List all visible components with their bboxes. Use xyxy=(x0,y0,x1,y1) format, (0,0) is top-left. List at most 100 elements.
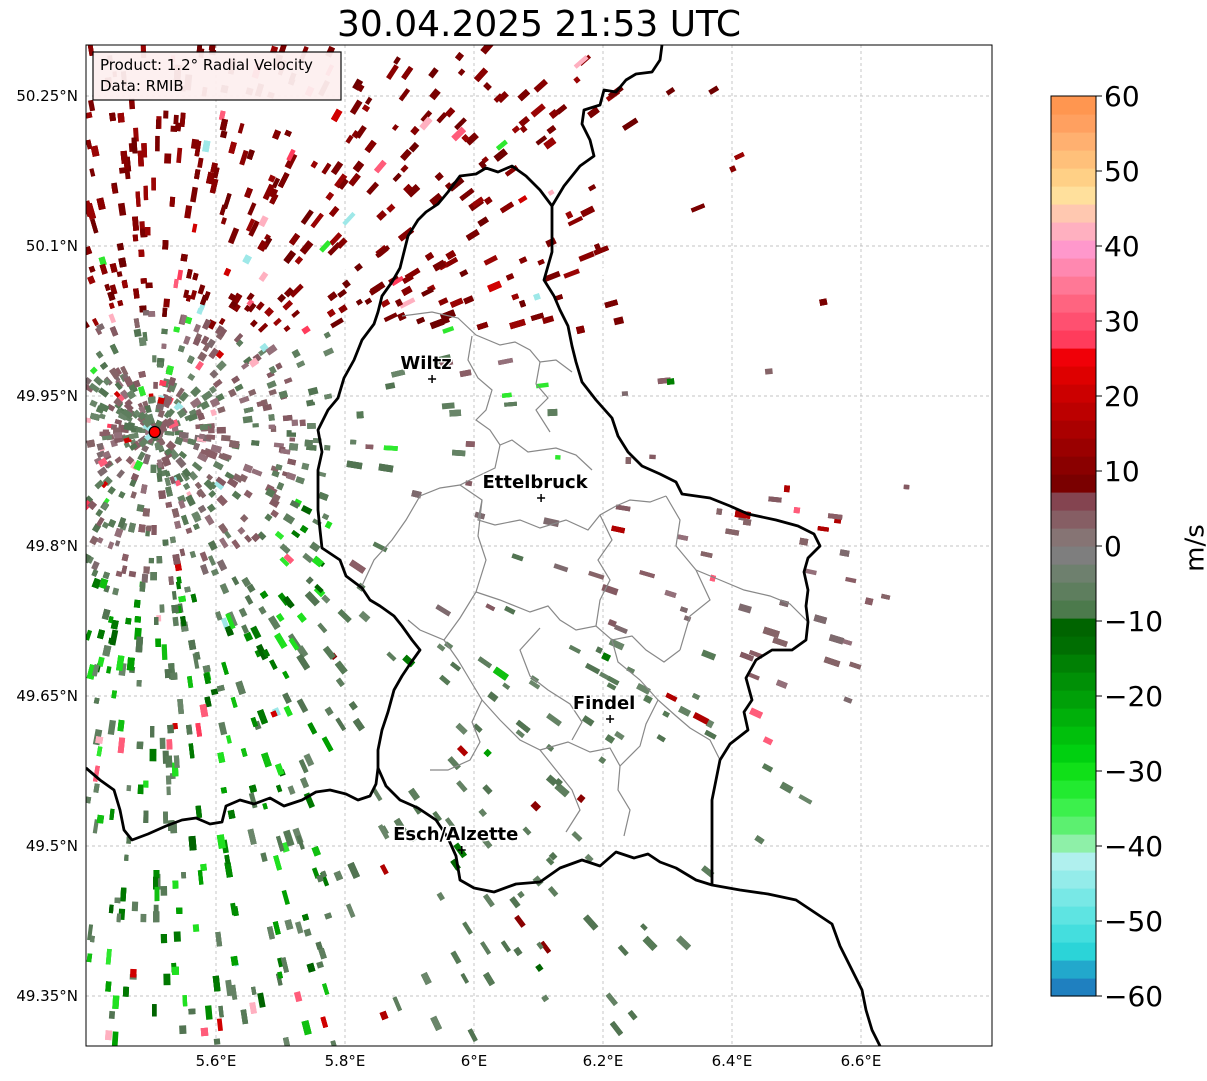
echo-cell xyxy=(548,851,558,861)
echo-cell xyxy=(136,504,145,513)
echo-cell xyxy=(189,397,202,409)
echo-cell xyxy=(483,254,498,266)
echo-cell xyxy=(289,499,300,509)
echo-cell xyxy=(128,98,136,110)
colorbar-segment xyxy=(1051,438,1096,457)
echo-cell xyxy=(535,135,548,146)
echo-cell xyxy=(133,328,142,338)
colorbar-segment xyxy=(1051,834,1096,853)
echo-cell xyxy=(283,287,295,298)
echo-cell xyxy=(173,472,184,484)
echo-cell xyxy=(571,831,583,842)
echo-cell xyxy=(334,259,351,275)
echo-cell xyxy=(117,202,127,216)
colorbar-segment xyxy=(1051,906,1096,925)
colorbar-tick-label: 40 xyxy=(1104,230,1140,263)
echo-cell xyxy=(483,82,492,91)
echo-cell xyxy=(241,624,250,634)
echo-cell xyxy=(157,409,165,418)
echo-cell xyxy=(106,666,112,674)
echo-cell xyxy=(268,388,277,396)
echo-cell xyxy=(176,269,184,281)
echo-cell xyxy=(385,382,396,390)
echo-cell xyxy=(208,489,217,498)
colorbar-segment xyxy=(1051,600,1096,619)
echo-cell xyxy=(218,721,228,736)
colorbar-tick-label: −60 xyxy=(1104,980,1163,1013)
echo-cell xyxy=(399,297,416,309)
echo-cell xyxy=(584,662,601,675)
colorbar-segment xyxy=(1051,456,1096,475)
echo-cell xyxy=(197,284,206,295)
echo-cell xyxy=(165,408,176,418)
echo-cell xyxy=(246,583,256,593)
echo-cell xyxy=(219,583,230,595)
colorbar-segment xyxy=(1051,726,1096,745)
echo-cell xyxy=(152,355,157,363)
echo-cell xyxy=(530,800,542,812)
colorbar-tick-label: 30 xyxy=(1104,305,1140,338)
echo-cell xyxy=(116,242,125,251)
echo-cell xyxy=(502,682,511,690)
echo-cell xyxy=(429,88,441,101)
echo-cell xyxy=(191,897,198,913)
echo-cell xyxy=(544,270,561,282)
colorbar-segment xyxy=(1051,330,1096,349)
echo-cell xyxy=(149,748,157,762)
colorbar-segment xyxy=(1051,564,1096,583)
colorbar-segment xyxy=(1051,132,1096,151)
echo-cell xyxy=(89,168,96,177)
echo-cell xyxy=(438,297,449,306)
echo-cell xyxy=(213,1038,221,1045)
echo-cell xyxy=(190,289,198,300)
echo-cell xyxy=(576,794,586,804)
echo-cell xyxy=(86,629,93,641)
echo-cell xyxy=(220,434,231,442)
echo-cell xyxy=(581,715,595,727)
colorbar-segment xyxy=(1051,474,1096,493)
echo-cell xyxy=(164,153,172,164)
echo-cell xyxy=(358,610,371,623)
echo-cell xyxy=(114,540,121,547)
echo-cell xyxy=(165,775,172,785)
echo-cell xyxy=(210,568,220,577)
echo-cell xyxy=(553,563,569,573)
echo-cell xyxy=(434,354,452,365)
echo-cell xyxy=(379,863,389,875)
echo-cell xyxy=(239,514,249,523)
echo-cell xyxy=(190,186,199,203)
echo-cell xyxy=(296,698,309,714)
echo-cell xyxy=(192,924,200,932)
colorbar-segment xyxy=(1051,780,1096,799)
colorbar-segment xyxy=(1051,582,1096,601)
echo-cell xyxy=(244,594,254,606)
echo-cell xyxy=(86,377,92,386)
echo-cell xyxy=(140,913,147,923)
echo-cell xyxy=(225,979,234,997)
colorbar-segment xyxy=(1051,312,1096,331)
colorbar-segment xyxy=(1051,510,1096,529)
echo-cell xyxy=(460,972,470,984)
echo-cell xyxy=(607,618,617,628)
echo-cell xyxy=(153,381,158,389)
echo-cell xyxy=(541,315,555,325)
echo-cell xyxy=(283,829,295,847)
echo-cell xyxy=(156,472,163,483)
echo-cell xyxy=(584,853,594,863)
echo-cell xyxy=(306,399,316,407)
echo-cell xyxy=(289,437,296,442)
colorbar-segment xyxy=(1051,618,1096,637)
echo-cell xyxy=(191,461,203,472)
echo-cell xyxy=(210,408,217,417)
echo-cell xyxy=(563,268,580,279)
echo-cell xyxy=(284,152,298,170)
echo-cell xyxy=(199,551,209,562)
echo-cell xyxy=(115,379,124,389)
echo-cell xyxy=(246,292,255,302)
colorbar-segment xyxy=(1051,168,1096,187)
echo-cell xyxy=(108,1010,116,1019)
colorbar-segment xyxy=(1051,798,1096,817)
echo-cell xyxy=(148,557,155,564)
colorbar-segment xyxy=(1051,744,1096,763)
echo-cell xyxy=(200,335,210,346)
